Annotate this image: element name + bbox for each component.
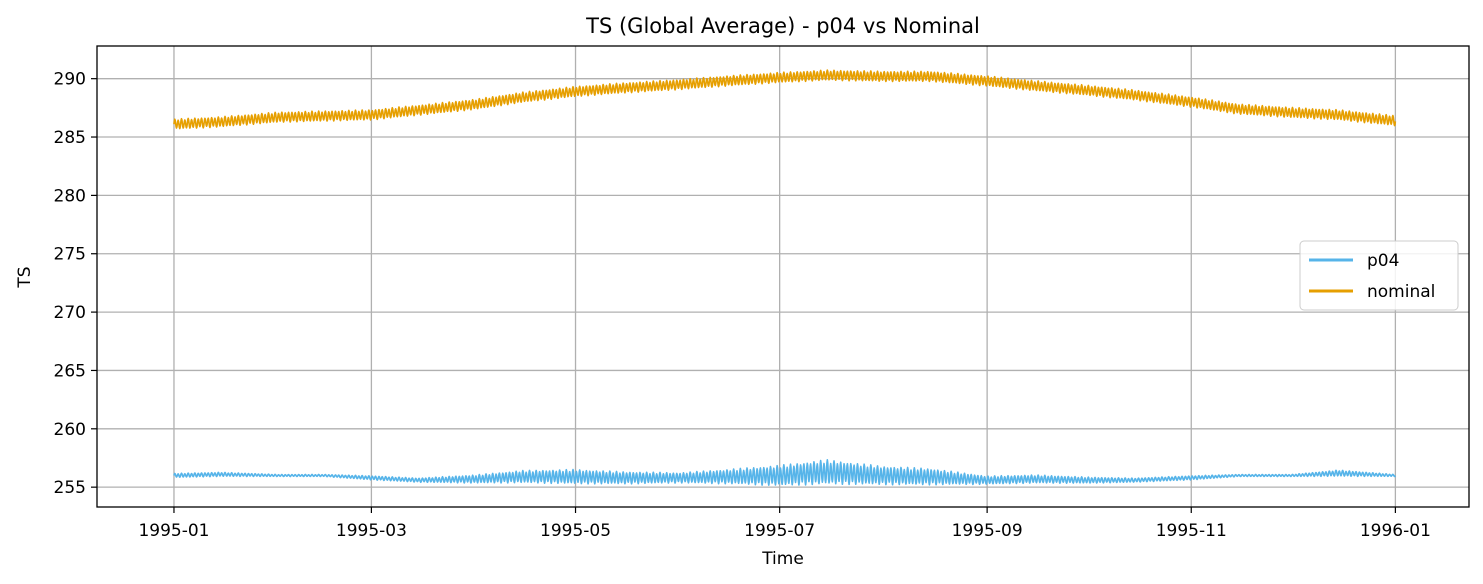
y-tick-label: 290 [54,70,86,90]
legend-label-p04: p04 [1367,251,1399,271]
y-tick-label: 260 [54,420,86,440]
x-tick-label: 1995-05 [540,521,611,541]
x-tick-label: 1995-09 [952,521,1023,541]
x-tick-label: 1995-07 [744,521,815,541]
y-tick-label: 255 [54,478,86,498]
y-tick-label: 270 [54,303,86,323]
series-layer [173,69,1397,486]
legend: p04 nominal [1299,240,1459,311]
y-tick-label: 265 [54,361,86,381]
x-tick-label: 1995-01 [138,521,209,541]
y-axis-title: TS [15,266,35,288]
y-tick-label: 285 [54,128,86,148]
x-tick-label: 1996-01 [1360,521,1431,541]
series-line-p04 [173,459,1397,486]
x-tick-label: 1995-11 [1156,521,1227,541]
x-axis-title: Time [761,549,804,569]
grid [97,46,1469,507]
series-line-nominal [173,69,1397,130]
chart-title: TS (Global Average) - p04 vs Nominal [585,14,980,38]
y-tick-label: 280 [54,186,86,206]
x-tick-label: 1995-03 [336,521,407,541]
y-tick-label: 275 [54,245,86,265]
legend-label-nominal: nominal [1367,282,1435,302]
ticks: 1995-01 1995-03 1995-05 1995-07 1995-09 1995-… [54,70,1431,541]
legend-box [1299,240,1459,311]
plot-frame [96,45,1470,508]
